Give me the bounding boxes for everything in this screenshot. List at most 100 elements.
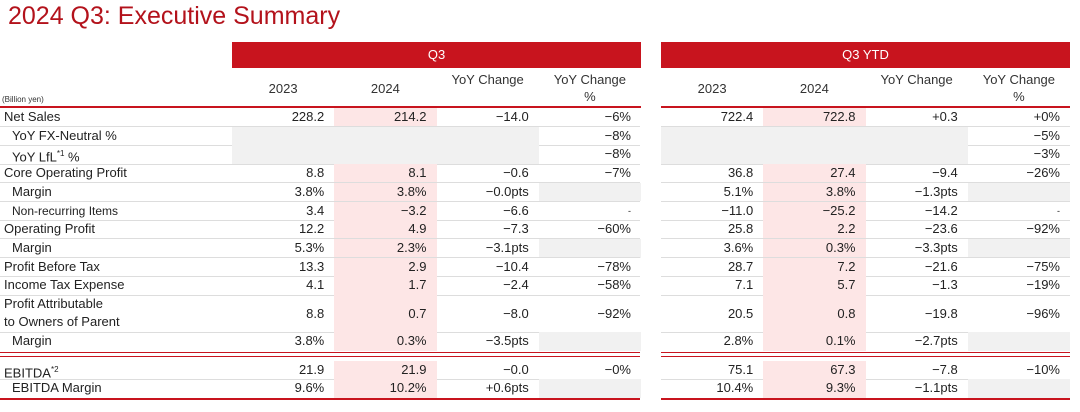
cell: −8% bbox=[604, 146, 631, 162]
cell: −75% bbox=[1026, 258, 1060, 274]
cell bbox=[436, 145, 539, 165]
cell: 1.7 bbox=[334, 276, 437, 295]
cell: −92% bbox=[597, 306, 631, 321]
cell: +0.3 bbox=[932, 109, 958, 124]
column-header: YoY Change bbox=[880, 72, 953, 87]
column-header: YoY Change % bbox=[553, 72, 627, 104]
cell: 5.7 bbox=[763, 276, 866, 295]
row-rule bbox=[661, 182, 1070, 184]
cell bbox=[436, 126, 539, 146]
title: 2024 Q3: Executive Summary bbox=[8, 2, 341, 30]
cell: - bbox=[628, 205, 631, 216]
cell: −25.2 bbox=[763, 201, 866, 221]
cell: −10.4 bbox=[495, 258, 529, 274]
cell: −58% bbox=[597, 277, 631, 293]
cell: 25.8 bbox=[727, 221, 754, 237]
label-text: Margin bbox=[12, 333, 52, 348]
cell: −0.6 bbox=[503, 165, 529, 181]
cell: 214.2 bbox=[334, 108, 437, 127]
row-rule bbox=[0, 238, 640, 240]
row-label: YoY FX-Neutral % bbox=[12, 127, 117, 146]
cell: 9.6% bbox=[294, 380, 325, 396]
cell bbox=[865, 126, 968, 146]
row-rule bbox=[0, 163, 640, 165]
label-text: EBITDA bbox=[4, 365, 51, 381]
group-header: Q3 YTD bbox=[661, 42, 1070, 68]
cell: 4.9 bbox=[334, 220, 437, 239]
cell: +0% bbox=[1033, 109, 1060, 124]
cell: −2.7pts bbox=[914, 333, 958, 348]
cell: 0.1% bbox=[763, 332, 866, 351]
column-header: 2023 bbox=[268, 81, 298, 96]
cell: −3.1pts bbox=[485, 239, 529, 255]
label-text: YoY LfL bbox=[12, 149, 57, 165]
cell: −92% bbox=[1026, 221, 1060, 237]
header-rule bbox=[232, 106, 641, 108]
column-header: YoY Change % bbox=[982, 72, 1056, 104]
cell: −14.0 bbox=[495, 109, 529, 124]
double-rule bbox=[661, 351, 1070, 357]
cell bbox=[334, 145, 437, 165]
cell: −7.8 bbox=[932, 361, 958, 377]
row-rule bbox=[661, 219, 1070, 221]
cell: −5% bbox=[1033, 127, 1060, 143]
cell: 21.9 bbox=[298, 361, 325, 377]
cell: −3.2 bbox=[334, 201, 437, 221]
cell: 3.8% bbox=[334, 182, 437, 202]
cell bbox=[538, 332, 641, 351]
cell: 3.4 bbox=[306, 202, 325, 218]
cell bbox=[334, 126, 437, 146]
row-label: YoY LfL*1 % bbox=[12, 145, 80, 164]
cell: 10.2% bbox=[334, 379, 437, 399]
label-line: to Owners of Parent bbox=[4, 314, 120, 329]
cell: 2.8% bbox=[723, 333, 754, 348]
row-rule bbox=[0, 378, 640, 380]
label-suffix: % bbox=[68, 149, 80, 165]
cell: 3.8% bbox=[294, 333, 325, 348]
cell: 8.8 bbox=[306, 306, 325, 321]
bottom-rule bbox=[661, 398, 1070, 401]
cell: 67.3 bbox=[763, 360, 866, 380]
label-text: Profit Before Tax bbox=[4, 258, 100, 274]
row-label: EBITDA Margin bbox=[12, 379, 102, 398]
cell: - bbox=[1057, 205, 1060, 216]
cell bbox=[967, 182, 1070, 202]
cell: +0.6pts bbox=[485, 380, 529, 396]
cell: 2.3% bbox=[334, 238, 437, 258]
cell: −11.0 bbox=[721, 202, 754, 218]
cell: −3.5pts bbox=[485, 333, 529, 348]
group-header: Q3 bbox=[232, 42, 641, 68]
cell: −60% bbox=[597, 221, 631, 237]
cell: 36.8 bbox=[727, 165, 754, 181]
row-rule bbox=[0, 257, 640, 259]
cell bbox=[232, 126, 335, 146]
label-text: Non-recurring Items bbox=[12, 203, 119, 218]
cell: −0.0 bbox=[503, 361, 529, 377]
cell bbox=[763, 126, 866, 146]
row-label: Income Tax Expense bbox=[4, 276, 124, 295]
cell: 4.1 bbox=[306, 277, 325, 293]
cell bbox=[967, 238, 1070, 258]
double-rule bbox=[0, 351, 640, 357]
header-rule bbox=[661, 106, 1070, 108]
row-label: Margin bbox=[12, 183, 52, 202]
column-header: 2023 bbox=[697, 81, 727, 96]
cell: 3.8% bbox=[763, 182, 866, 202]
row-rule bbox=[0, 331, 640, 333]
header-rule bbox=[0, 106, 232, 108]
cell: 28.7 bbox=[727, 258, 754, 274]
row-rule bbox=[661, 238, 1070, 240]
row-label: Profit Attributable to Owners of Parent bbox=[4, 295, 120, 332]
cell: 0.7 bbox=[334, 295, 437, 332]
cell: −2.4 bbox=[503, 277, 529, 293]
row-rule bbox=[0, 201, 640, 202]
cell: −3% bbox=[1033, 146, 1060, 162]
cell: 8.8 bbox=[306, 165, 325, 181]
cell: 2.2 bbox=[763, 220, 866, 239]
cell: 12.2 bbox=[298, 221, 325, 237]
row-rule bbox=[0, 219, 640, 221]
unit: (Billion yen) bbox=[2, 95, 44, 104]
cell: 722.8 bbox=[763, 108, 866, 127]
cell: 5.3% bbox=[294, 239, 325, 255]
cell bbox=[967, 379, 1070, 399]
